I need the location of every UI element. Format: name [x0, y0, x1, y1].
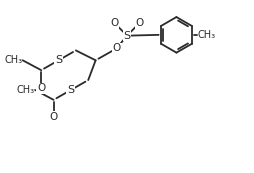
Text: S: S — [55, 55, 62, 65]
Text: O: O — [110, 18, 118, 28]
Text: CH₃: CH₃ — [5, 55, 23, 65]
Text: S: S — [123, 31, 131, 41]
Text: CH₃: CH₃ — [17, 85, 35, 95]
Text: O: O — [50, 112, 58, 122]
Text: S: S — [67, 85, 74, 95]
Text: O: O — [37, 84, 45, 93]
Text: O: O — [136, 18, 144, 28]
Text: CH₃: CH₃ — [197, 30, 215, 40]
Text: O: O — [113, 43, 121, 53]
